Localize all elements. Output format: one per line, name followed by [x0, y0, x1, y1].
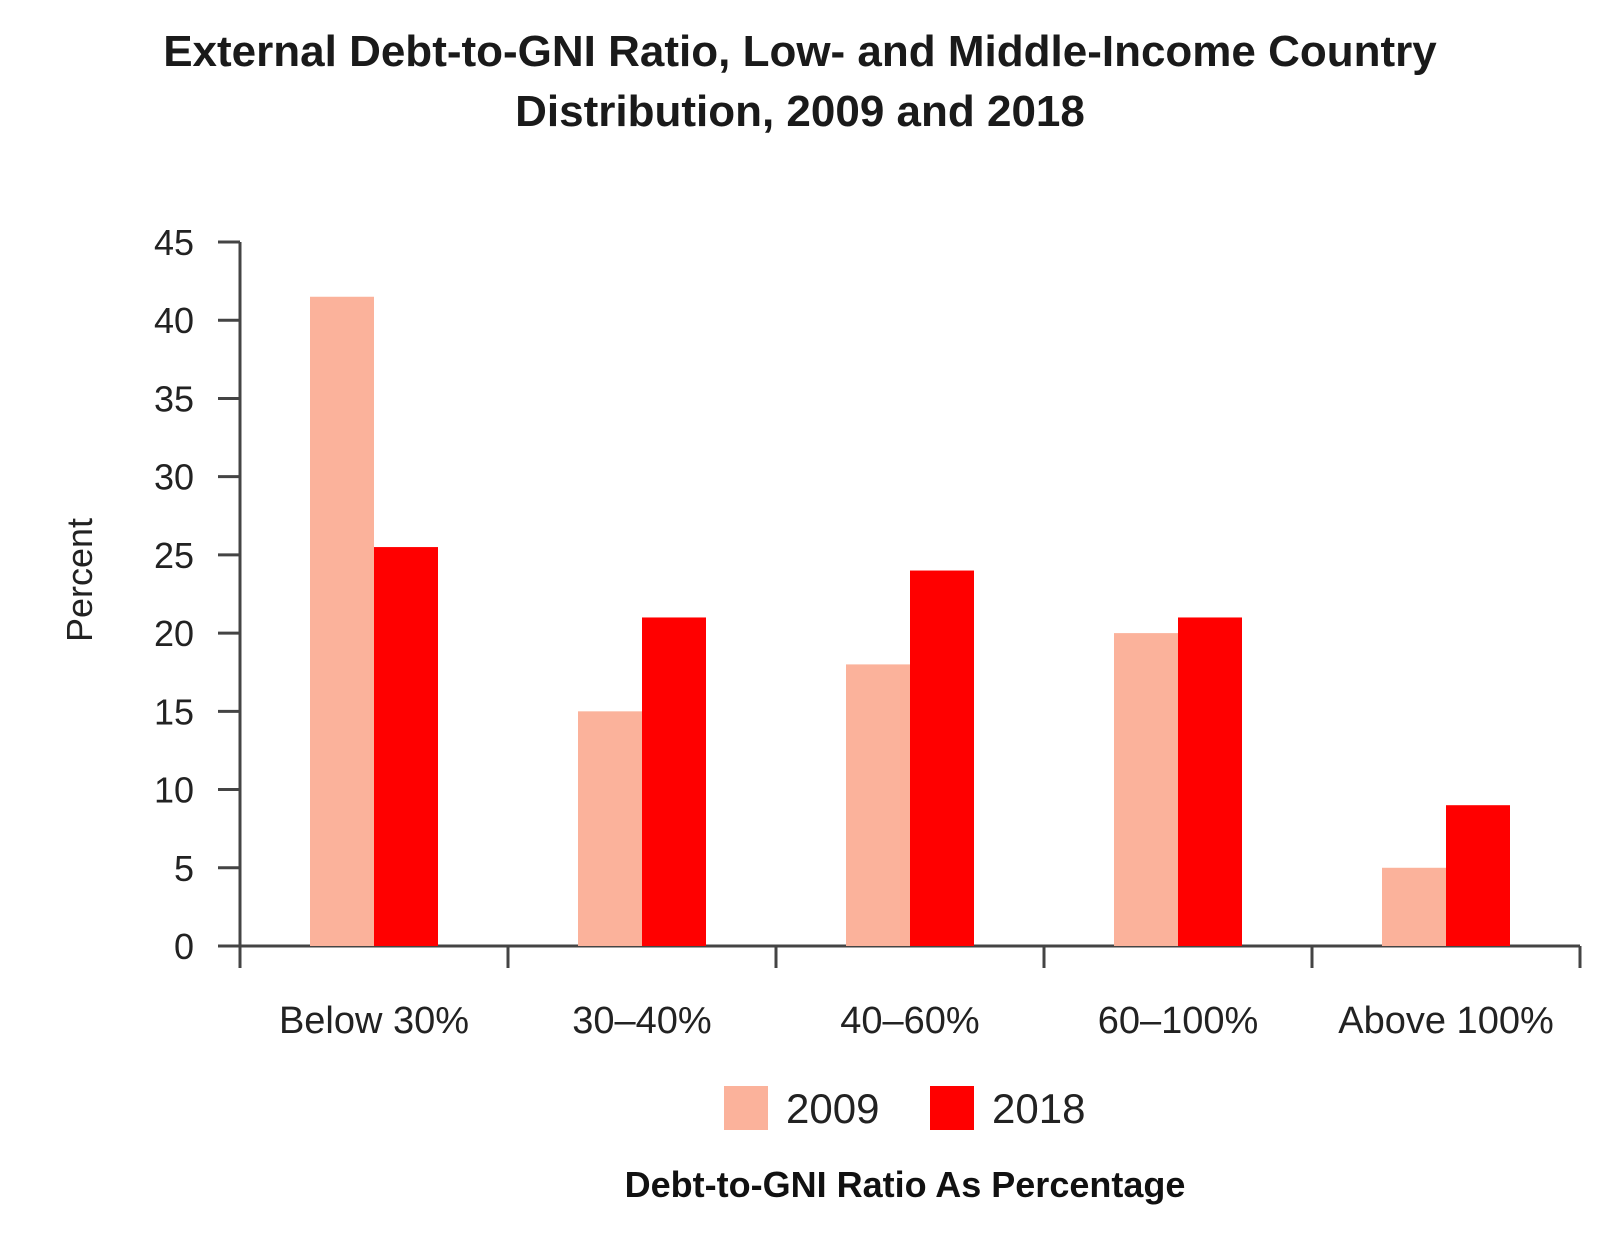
chart-title-line-2: Distribution, 2009 and 2018 — [515, 87, 1085, 136]
legend-swatch-2018 — [930, 1086, 974, 1130]
y-tick-label: 10 — [154, 770, 194, 811]
chart-title: External Debt-to-GNI Ratio, Low- and Mid… — [0, 22, 1600, 142]
bar-2018-1 — [374, 547, 438, 946]
bar-2009-5 — [1382, 867, 1446, 946]
bar-2018-3 — [910, 570, 974, 946]
y-tick-label: 5 — [174, 848, 194, 889]
y-tick-label: 25 — [154, 535, 194, 576]
y-tick-label: 0 — [174, 926, 194, 967]
y-tick-label: 30 — [154, 457, 194, 498]
legend: 2009 2018 — [724, 1085, 1085, 1132]
bar-2009-4 — [1114, 633, 1178, 946]
y-tick-label: 20 — [154, 613, 194, 654]
bar-2009-1 — [310, 296, 374, 946]
y-axis-title: Percent — [59, 518, 100, 642]
x-category-label: 30–40% — [572, 1000, 711, 1042]
legend-swatch-2009 — [724, 1086, 768, 1130]
x-category-label: Above 100% — [1338, 1000, 1554, 1042]
y-tick-label: 45 — [154, 222, 194, 263]
bar-2009-2 — [578, 711, 642, 946]
y-tick-label: 40 — [154, 300, 194, 341]
y-axis: 0 5 10 15 20 25 30 35 40 45 — [154, 222, 242, 967]
y-tick-label: 15 — [154, 691, 194, 732]
x-axis-title: Debt-to-GNI Ratio As Percentage — [625, 1164, 1186, 1205]
legend-label-2009: 2009 — [786, 1085, 879, 1132]
x-category-label: 40–60% — [840, 1000, 979, 1042]
bar-2009-3 — [846, 664, 910, 946]
y-tick-label: 35 — [154, 378, 194, 419]
x-category-label: Below 30% — [279, 1000, 469, 1042]
bar-2018-4 — [1178, 617, 1242, 946]
bars — [310, 296, 1510, 946]
x-category-label: 60–100% — [1098, 1000, 1259, 1042]
x-axis: Below 30% 30–40% 40–60% 60–100% Above 100% — [218, 944, 1582, 1042]
chart-title-line-1: External Debt-to-GNI Ratio, Low- and Mid… — [163, 27, 1437, 76]
bar-2018-2 — [642, 617, 706, 946]
legend-label-2018: 2018 — [992, 1085, 1085, 1132]
bar-2018-5 — [1446, 805, 1510, 946]
